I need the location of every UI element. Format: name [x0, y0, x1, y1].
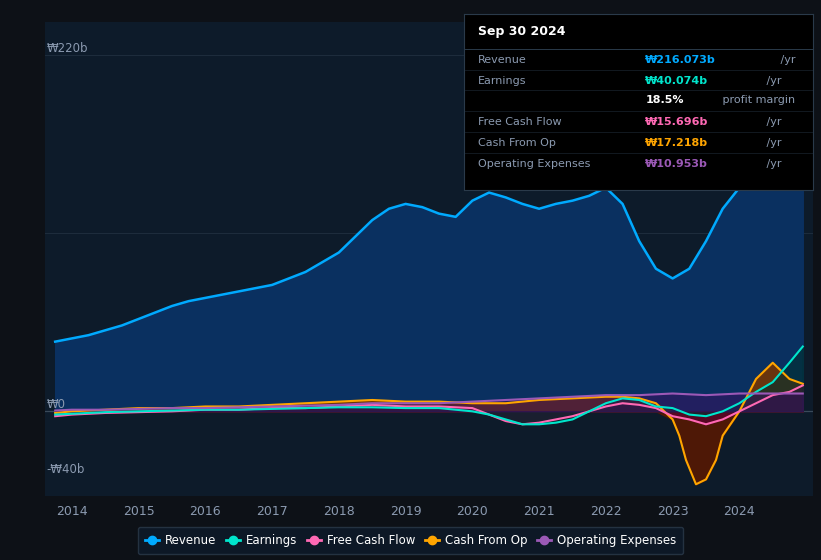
- Text: /yr: /yr: [763, 159, 781, 169]
- Legend: Revenue, Earnings, Free Cash Flow, Cash From Op, Operating Expenses: Revenue, Earnings, Free Cash Flow, Cash …: [138, 527, 683, 554]
- Text: ₩15.696b: ₩15.696b: [645, 116, 709, 127]
- Text: ₩220b: ₩220b: [47, 42, 88, 55]
- Text: ₩17.218b: ₩17.218b: [645, 138, 709, 148]
- Text: profit margin: profit margin: [718, 95, 795, 105]
- Text: Cash From Op: Cash From Op: [478, 138, 556, 148]
- Text: /yr: /yr: [763, 138, 781, 148]
- Text: Operating Expenses: Operating Expenses: [478, 159, 590, 169]
- Text: ₩40.074b: ₩40.074b: [645, 76, 709, 86]
- Text: /yr: /yr: [763, 116, 781, 127]
- Text: ₩216.073b: ₩216.073b: [645, 55, 716, 65]
- Text: Sep 30 2024: Sep 30 2024: [478, 25, 566, 38]
- Text: -₩40b: -₩40b: [47, 463, 85, 476]
- Text: Earnings: Earnings: [478, 76, 526, 86]
- Text: Free Cash Flow: Free Cash Flow: [478, 116, 562, 127]
- Text: /yr: /yr: [763, 76, 781, 86]
- Text: ₩10.953b: ₩10.953b: [645, 159, 709, 169]
- Text: /yr: /yr: [777, 55, 796, 65]
- Text: ₩0: ₩0: [47, 398, 66, 412]
- Text: 18.5%: 18.5%: [645, 95, 684, 105]
- Text: Revenue: Revenue: [478, 55, 526, 65]
